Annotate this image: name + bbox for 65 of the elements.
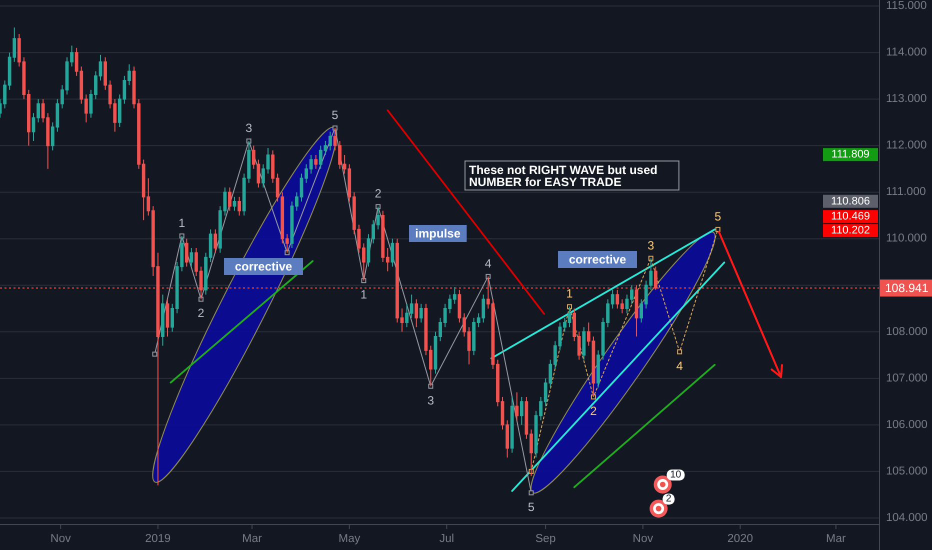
x-tick-label: Nov: [632, 533, 654, 545]
annotation: 5: [332, 108, 339, 122]
x-tick-label: Mar: [242, 533, 262, 545]
candlestick: [238, 196, 241, 216]
x-tick-label: 2020: [727, 533, 754, 545]
annotation: 2: [374, 186, 382, 201]
y-tick-label: 105.000: [886, 465, 928, 478]
candlestick: [419, 303, 423, 323]
candlestick: [414, 298, 418, 328]
annotation: 110.806: [831, 195, 870, 208]
x-tick-label: Nov: [50, 533, 72, 545]
annotation: corrective: [234, 260, 293, 274]
candlestick: [520, 396, 524, 426]
annotation: 3: [427, 393, 434, 408]
y-tick-label: 106.000: [886, 418, 928, 431]
candlestick: [582, 326, 586, 360]
y-tick-label: 115.000: [886, 0, 927, 12]
point: [152, 352, 158, 357]
x-tick-label: Jul: [439, 533, 454, 545]
annotation: 2: [590, 404, 598, 418]
point: [677, 349, 682, 354]
y-tick-label: 112.000: [886, 140, 927, 152]
candlestick: [228, 187, 232, 212]
candlestick: [314, 154, 318, 170]
annotation: 1: [360, 288, 368, 302]
candlestick: [515, 392, 519, 421]
annotation: 110.469: [831, 210, 870, 223]
ref-line-label: 108.941: [885, 281, 929, 296]
annotation: impulse: [415, 226, 461, 240]
point: [715, 226, 720, 232]
annotation: 111.809: [831, 148, 870, 161]
y-tick-label: 108.000: [886, 326, 928, 338]
x-tick-label: Mar: [826, 533, 846, 545]
annotation: 4: [676, 358, 684, 373]
x-tick-label: May: [338, 533, 360, 545]
candlestick: [166, 298, 170, 337]
annotation: 4: [484, 256, 492, 270]
annotation: 3: [246, 121, 253, 136]
candlestick: [184, 238, 188, 268]
annotation: These not RIGHT WAVE but used NUMBER for EASY TRADE: [469, 163, 658, 189]
y-tick-label: 113.000: [886, 93, 927, 106]
y-tick-label: 104.000: [886, 512, 928, 524]
annotation: 1: [178, 216, 186, 230]
y-tick-label: 114.000: [886, 46, 927, 59]
candlestick: [214, 228, 218, 254]
point: [528, 490, 534, 496]
candlestick: [390, 238, 394, 268]
candlestick: [190, 248, 194, 268]
annotation: 2: [666, 494, 672, 505]
candlestick: [232, 196, 236, 212]
candlestick: [510, 396, 514, 454]
annotation: 3: [648, 238, 655, 252]
annotation: 10: [670, 470, 682, 480]
candlestick: [161, 294, 164, 346]
annotation: 5: [528, 500, 535, 514]
annotation: corrective: [568, 252, 627, 266]
annotation: 1: [566, 286, 574, 301]
annotation: 5: [714, 209, 722, 224]
annotation: 2: [198, 306, 205, 320]
y-tick-label: 111.000: [886, 186, 926, 198]
x-tick-label: 2019: [145, 533, 171, 545]
y-tick-label: 107.000: [886, 372, 928, 384]
annotation: 110.202: [831, 224, 870, 237]
x-tick-label: Sep: [535, 533, 556, 545]
y-tick-label: 110.000: [886, 232, 927, 245]
